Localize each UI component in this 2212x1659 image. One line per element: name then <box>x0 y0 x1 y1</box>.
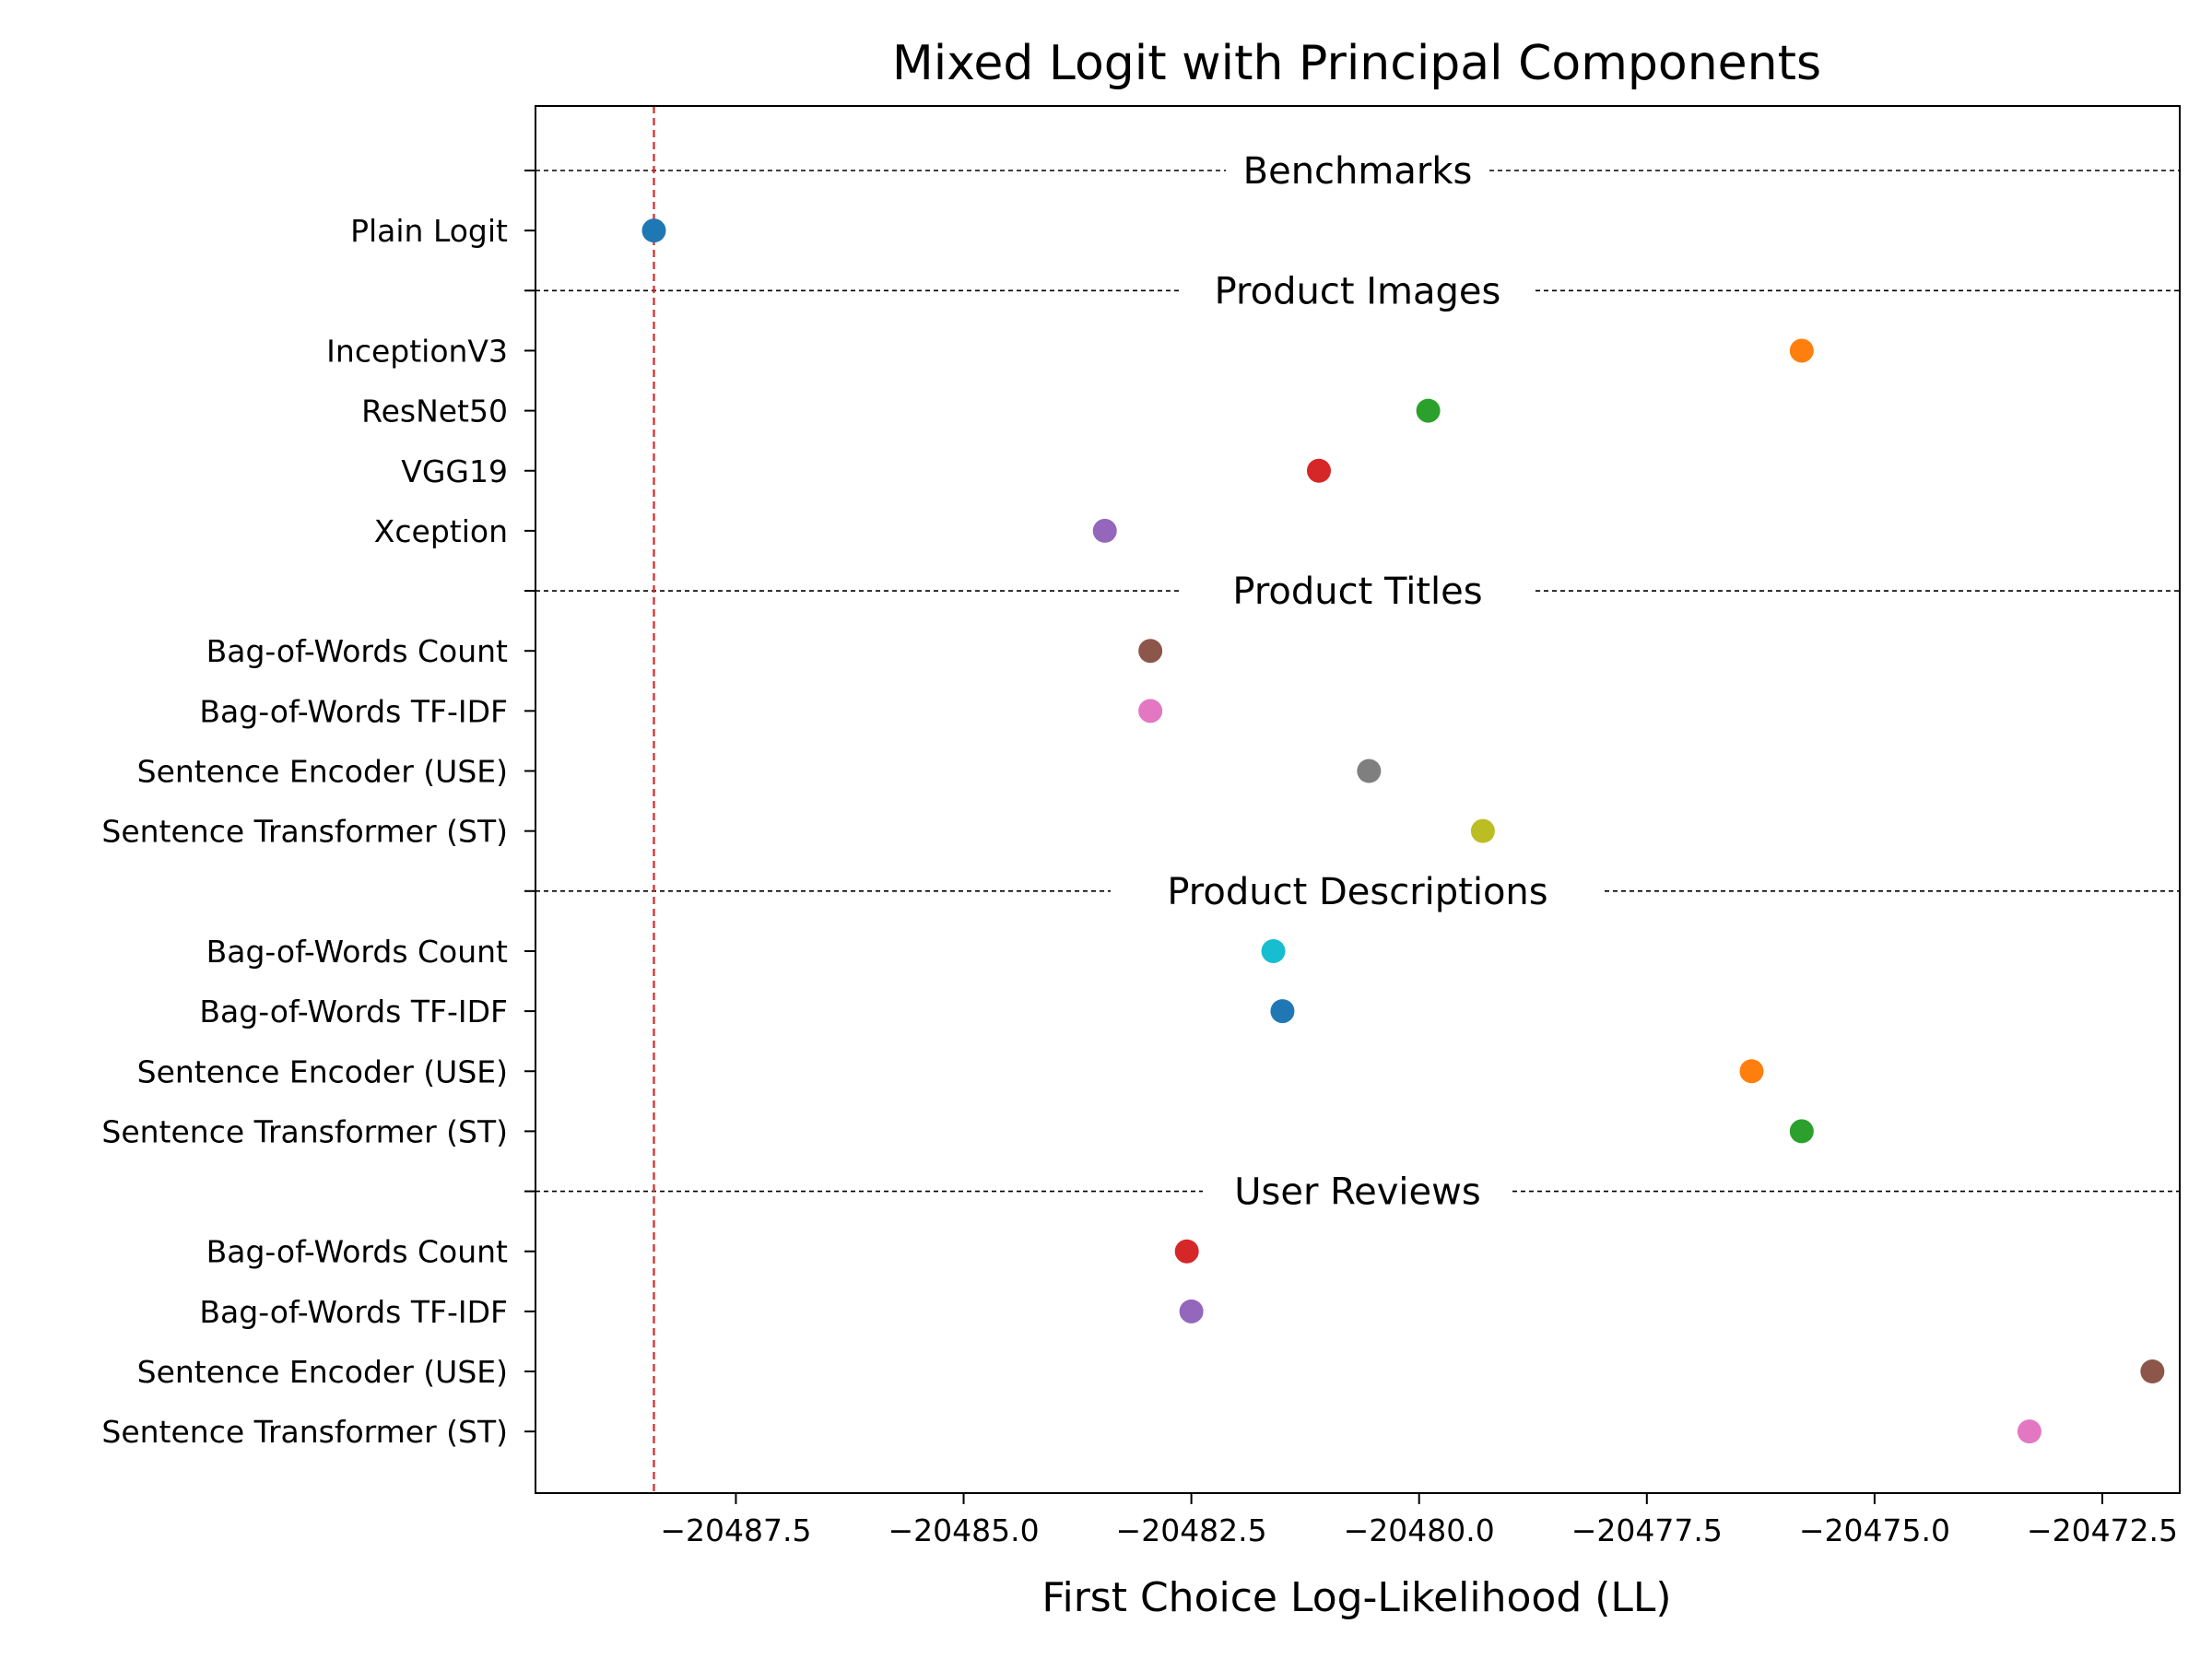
group-label: Product Descriptions <box>1167 871 1547 913</box>
data-point <box>1092 518 1117 543</box>
data-point <box>1739 1059 1764 1084</box>
chart-title: Mixed Logit with Principal Components <box>892 36 1821 91</box>
data-point <box>1470 818 1495 843</box>
y-tick-label: Sentence Transformer (ST) <box>101 1113 508 1149</box>
data-point <box>1179 1299 1204 1324</box>
y-tick-label: Bag-of-Words Count <box>206 1234 508 1270</box>
x-tick-label: −20480.0 <box>1344 1512 1495 1548</box>
data-point <box>1789 338 1814 363</box>
y-tick-label: InceptionV3 <box>326 333 508 369</box>
x-tick-label: −20477.5 <box>1571 1512 1723 1548</box>
x-tick-label: −20482.5 <box>1116 1512 1267 1548</box>
data-point <box>1138 699 1163 724</box>
data-point <box>1270 999 1295 1024</box>
y-tick-label: Sentence Transformer (ST) <box>101 1414 508 1450</box>
data-point <box>1416 398 1441 423</box>
data-point <box>1306 458 1331 483</box>
y-tick-label: Bag-of-Words TF-IDF <box>199 1294 508 1330</box>
data-point <box>1261 938 1286 963</box>
data-point <box>1138 639 1163 664</box>
data-point <box>2140 1359 2165 1383</box>
y-tick-label: Bag-of-Words Count <box>206 934 508 970</box>
data-point <box>641 218 666 243</box>
x-tick-label: −20472.5 <box>2027 1512 2178 1548</box>
y-tick-label: Bag-of-Words TF-IDF <box>199 994 508 1030</box>
y-tick-label: Sentence Encoder (USE) <box>137 754 508 790</box>
y-tick-label: Bag-of-Words TF-IDF <box>199 693 508 729</box>
y-tick-label: Sentence Encoder (USE) <box>137 1354 508 1390</box>
y-tick-label: Sentence Encoder (USE) <box>137 1053 508 1089</box>
plot-frame <box>535 105 2181 1494</box>
y-tick-label: Sentence Transformer (ST) <box>101 814 508 850</box>
y-tick-label: VGG19 <box>401 453 508 489</box>
group-label: Product Images <box>1215 270 1501 312</box>
x-axis-label: First Choice Log-Likelihood (LL) <box>1041 1574 1671 1621</box>
y-tick-label: Bag-of-Words Count <box>206 633 508 669</box>
data-point <box>1174 1239 1199 1264</box>
group-label: User Reviews <box>1234 1171 1480 1214</box>
group-label: Benchmarks <box>1243 150 1473 193</box>
data-point <box>2017 1419 2041 1444</box>
y-tick-label: ResNet50 <box>361 394 508 429</box>
group-label: Product Titles <box>1232 571 1482 613</box>
x-tick-label: −20487.5 <box>660 1512 811 1548</box>
plot-area: Benchmarks Product Images Product Titles Pr… <box>101 105 2181 1548</box>
x-tick-label: −20475.0 <box>1799 1512 1950 1548</box>
data-point <box>1789 1119 1814 1144</box>
x-tick-label: −20485.0 <box>888 1512 1039 1548</box>
y-tick-label: Xception <box>374 513 508 549</box>
data-point <box>1357 759 1382 783</box>
y-tick-label: Plain Logit <box>350 213 508 249</box>
